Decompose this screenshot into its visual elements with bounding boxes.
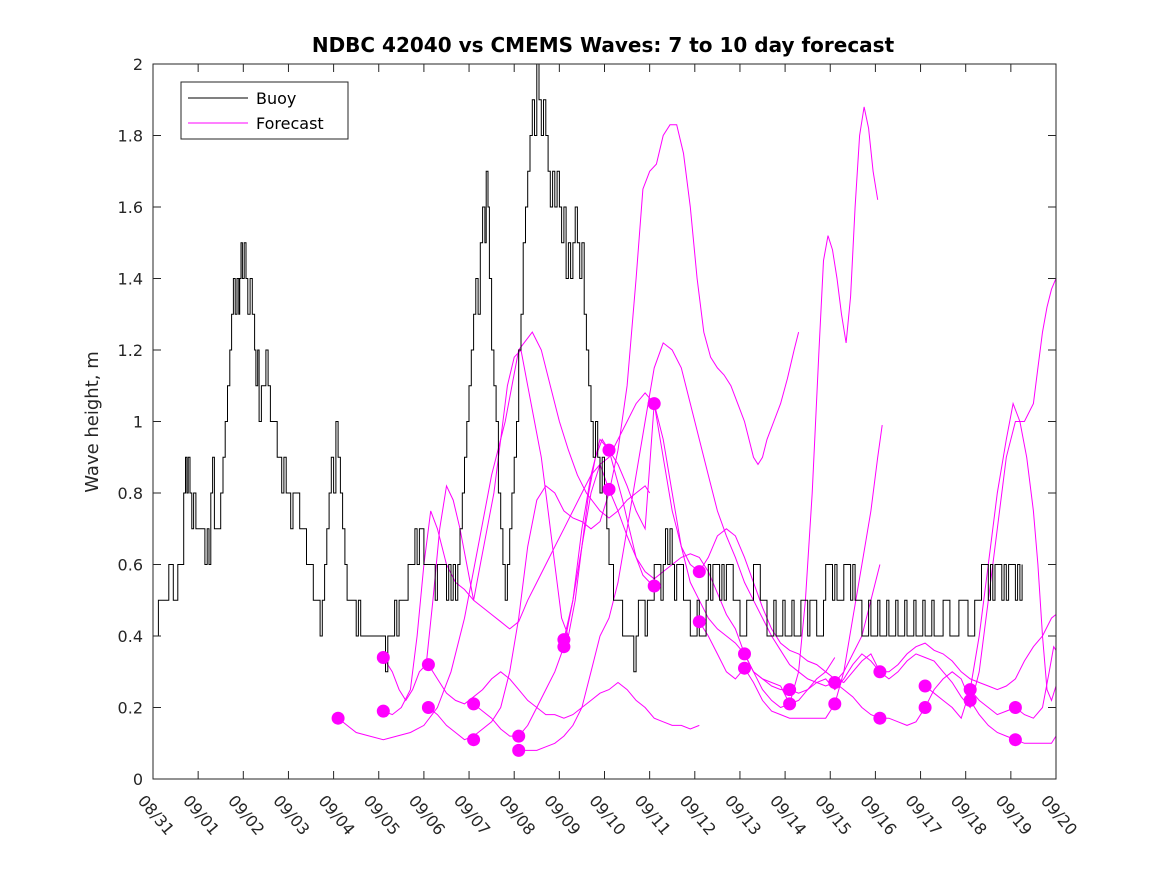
forecast-marker-6 (467, 697, 481, 711)
forecast-line-12 (834, 671, 1056, 744)
forecast-marker-3 (376, 704, 390, 718)
forecast-line-7 (518, 342, 881, 751)
forecast-marker-24 (873, 665, 887, 679)
y-tick-label: 1.6 (118, 198, 143, 217)
plot-area (155, 64, 1056, 757)
forecast-marker-2 (376, 651, 390, 664)
y-tick-label: 0 (133, 770, 143, 789)
forecast-line-4 (428, 124, 800, 741)
forecast-marker-16 (692, 565, 706, 579)
y-tick-label: 0.2 (118, 699, 143, 718)
forecast-marker-15 (647, 579, 661, 593)
y-tick-label: 0.6 (118, 556, 143, 575)
legend: Buoy Forecast (180, 81, 349, 140)
legend-box (180, 81, 349, 140)
forecast-line-9 (698, 425, 883, 719)
y-axis: 0 0.2 0.4 0.6 0.8 1 1.2 1.4 1.6 1.8 2 (118, 55, 1056, 789)
forecast-line-14 (924, 401, 1056, 720)
forecast-marker-1 (331, 711, 345, 725)
forecast-line-2 (383, 392, 790, 716)
forecast-marker-7 (467, 733, 481, 747)
forecast-marker-5 (421, 701, 435, 714)
forecast-marker-12 (602, 443, 616, 457)
buoy-line (155, 64, 1023, 673)
forecast-line-5 (427, 664, 700, 730)
forecast-marker-26 (918, 679, 932, 693)
y-tick-label: 0.4 (118, 627, 143, 646)
forecast-marker-8 (512, 729, 526, 743)
forecast-line-11 (789, 614, 1056, 694)
y-axis-label: Wave height, m (82, 351, 103, 492)
forecast-line-10 (744, 106, 879, 706)
forecast-marker-29 (963, 693, 977, 707)
y-tick-label: 1.8 (118, 127, 143, 146)
forecast-marker-22 (828, 676, 842, 689)
forecast-marker-9 (512, 743, 526, 757)
forecast-marker-23 (828, 697, 842, 711)
forecast-marker-17 (692, 615, 706, 629)
y-tick-label: 0.8 (118, 484, 143, 503)
forecast-marker-4 (421, 658, 435, 672)
forecast-marker-25 (873, 711, 887, 725)
forecast-marker-20 (783, 683, 797, 697)
legend-forecast-label: Forecast (256, 114, 324, 133)
forecast-marker-31 (1008, 733, 1022, 747)
forecast-marker-27 (918, 701, 932, 714)
forecast-marker-11 (557, 640, 571, 654)
legend-buoy-label: Buoy (256, 89, 296, 108)
forecast-marker-30 (1008, 701, 1022, 714)
y-tick-label: 1.4 (118, 270, 143, 289)
forecast-marker-14 (647, 397, 661, 411)
chart-title: NDBC 42040 vs CMEMS Waves: 7 to 10 day f… (312, 33, 895, 57)
forecast-marker-19 (738, 661, 751, 675)
forecast-marker-21 (783, 697, 797, 711)
y-tick-label: 1.2 (118, 341, 143, 360)
forecast-marker-13 (602, 482, 616, 496)
forecast-line-8 (563, 403, 881, 684)
y-tick-label: 2 (133, 55, 143, 74)
forecast-line-13 (879, 278, 1056, 709)
forecast-marker-28 (963, 683, 977, 697)
y-tick-label: 1 (133, 413, 143, 432)
forecast-marker-18 (738, 647, 751, 661)
